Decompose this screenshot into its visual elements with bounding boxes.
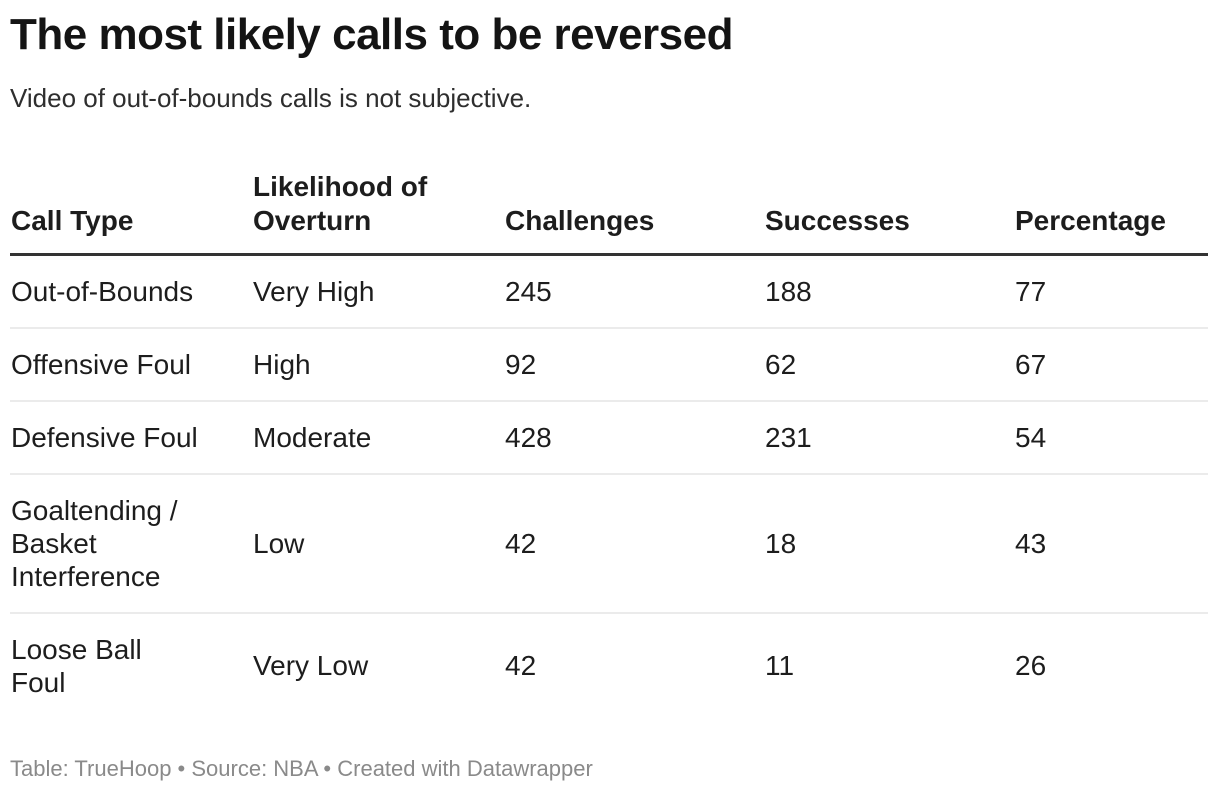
table-cell: Goaltending / Basket Interference [10, 473, 252, 614]
table-cell: Very High [252, 254, 504, 329]
table-cell: Offensive Foul [10, 327, 252, 402]
table-cell: 26 [1015, 650, 1047, 682]
column-header: Successes [764, 169, 1014, 256]
table-cell: 18 [764, 473, 1014, 614]
table-cell: 43 [1014, 473, 1208, 614]
table-row: Loose Ball Foul Very Low 42 11 26 [10, 613, 1208, 718]
table-row: Defensive Foul Moderate 428 231 54 [10, 400, 1208, 475]
table-cell: Moderate [252, 400, 504, 475]
table-cell: 77 [1014, 254, 1208, 329]
table-cell: 67 [1014, 327, 1208, 402]
chart-subtitle: Video of out-of-bounds calls is not subj… [10, 82, 532, 113]
table-cell: 42 [504, 473, 764, 614]
table-cell: 62 [764, 327, 1014, 402]
table-cell: 188 [764, 254, 1014, 329]
table-row: Offensive Foul High 92 62 67 [10, 327, 1208, 402]
table-cell: Defensive Foul [10, 400, 252, 475]
table-cell: 11 [765, 650, 795, 682]
table-cell: Out-of-Bounds [10, 254, 252, 329]
table-cell: Loose Ball Foul [11, 633, 142, 698]
table-row: Out-of-Bounds Very High 245 188 77 [10, 254, 1208, 329]
attribution-line: Table: TrueHoop • Source: NBA • Created … [10, 755, 593, 781]
column-header: Call Type [10, 169, 252, 256]
table-cell: 42 [505, 650, 537, 682]
column-header: Likelihood of Overturn [252, 169, 504, 256]
table-cell: High [252, 327, 504, 402]
table-row: Goaltending / Basket Interference Low 42 18… [10, 473, 1208, 614]
table-cell: 92 [504, 327, 764, 402]
table-cell: Very Low [253, 650, 369, 682]
chart-title: The most likely calls to be reversed [10, 10, 734, 59]
table-cell: 245 [504, 254, 764, 329]
table-cell: 54 [1014, 400, 1208, 475]
column-header: Percentage [1014, 169, 1208, 256]
table-cell: Low [252, 473, 504, 614]
table-cell: 231 [764, 400, 1014, 475]
table-header-row: Call Type Likelihood of Overturn Challenge… [10, 169, 1208, 256]
table-cell: 428 [504, 400, 764, 475]
data-table: Call Type Likelihood of Overturn Challenge… [10, 169, 1208, 718]
column-header: Challenges [504, 169, 764, 256]
